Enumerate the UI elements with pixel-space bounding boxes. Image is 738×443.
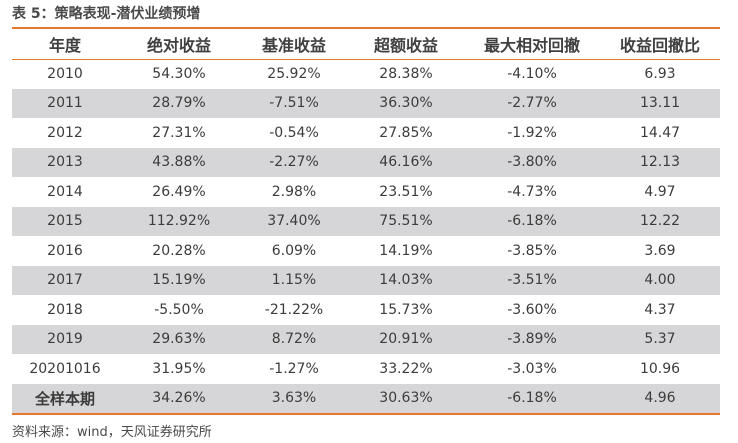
year-cell: 2012 — [47, 124, 83, 141]
benchmark-return-cell: -1.27% — [269, 360, 319, 377]
table-row: 2018 -5.50% -21.22% 15.73% -3.60% 4.37 — [12, 295, 720, 325]
max-relative-drawdown-cell: -1.92% — [507, 124, 557, 141]
table-row: 2014 26.49% 2.98% 23.51% -4.73% 4.97 — [12, 177, 720, 207]
return-drawdown-ratio-cell: 14.47 — [639, 124, 681, 141]
year-cell: 2013 — [12, 147, 118, 177]
absolute-return-cell: 31.95% — [152, 360, 206, 377]
return-drawdown-ratio-cell: 6.93 — [644, 65, 676, 82]
absolute-return-cell: 15.19% — [118, 265, 240, 295]
excess-return-cell: 20.91% — [348, 324, 464, 354]
excess-return-cell: 30.63% — [348, 383, 464, 413]
table-row: 20201016 31.95% -1.27% 33.22% -3.03% 10.96 — [12, 354, 720, 384]
top-rule — [12, 27, 720, 29]
performance-table: 年度 绝对收益 基准收益 超额收益 最大相对回撤 收益回撤比 2010 54.30… — [12, 29, 720, 413]
return-drawdown-ratio-cell: 5.37 — [600, 324, 720, 354]
return-drawdown-ratio-cell: 12.22 — [600, 206, 720, 236]
absolute-return-cell: -5.50% — [154, 301, 204, 318]
excess-return-cell: 75.51% — [348, 206, 464, 236]
year-cell: 2017 — [12, 265, 118, 295]
header-absolute-return: 绝对收益 — [146, 36, 211, 55]
benchmark-return-cell: 25.92% — [267, 65, 321, 82]
table-row: 2012 27.31% -0.54% 27.85% -1.92% 14.47 — [12, 118, 720, 148]
table-body: 2010 54.30% 25.92% 28.38% -4.10% 6.93 2011 28.7… — [12, 59, 720, 413]
return-drawdown-ratio-cell: 4.37 — [644, 301, 676, 318]
return-drawdown-ratio-cell: 4.97 — [644, 183, 676, 200]
max-relative-drawdown-cell: -3.51% — [464, 265, 600, 295]
excess-return-cell: 36.30% — [348, 88, 464, 118]
absolute-return-cell: 26.49% — [152, 183, 206, 200]
header-return-drawdown-ratio: 收益回撤比 — [619, 36, 700, 55]
return-drawdown-ratio-cell: 12.13 — [600, 147, 720, 177]
absolute-return-cell: 34.26% — [118, 383, 240, 413]
header-year: 年度 — [48, 36, 81, 55]
return-drawdown-ratio-cell: 13.11 — [600, 88, 720, 118]
benchmark-return-cell: -2.27% — [240, 147, 348, 177]
excess-return-cell: 46.16% — [348, 147, 464, 177]
benchmark-return-cell: 8.72% — [240, 324, 348, 354]
year-cell: 2019 — [12, 324, 118, 354]
absolute-return-cell: 43.88% — [118, 147, 240, 177]
excess-return-cell: 27.85% — [379, 124, 433, 141]
header-benchmark-return: 基准收益 — [261, 36, 326, 55]
max-relative-drawdown-cell: -3.85% — [507, 242, 557, 259]
absolute-return-cell: 28.79% — [118, 88, 240, 118]
benchmark-return-cell: 3.63% — [240, 383, 348, 413]
return-drawdown-ratio-cell: 4.00 — [600, 265, 720, 295]
return-drawdown-ratio-cell: 4.96 — [600, 383, 720, 413]
benchmark-return-cell: 2.98% — [271, 183, 317, 200]
table-header: 年度 绝对收益 基准收益 超额收益 最大相对回撤 收益回撤比 — [12, 29, 720, 59]
excess-return-cell: 28.38% — [379, 65, 433, 82]
table-row: 2010 54.30% 25.92% 28.38% -4.10% 6.93 — [12, 59, 720, 89]
year-cell: 20201016 — [29, 360, 101, 377]
max-relative-drawdown-cell: -6.18% — [464, 383, 600, 413]
summary-row: 全样本期 34.26% 3.63% 30.63% -6.18% 4.96 — [12, 383, 720, 413]
table-row: 2015 112.92% 37.40% 75.51% -6.18% 12.22 — [12, 206, 720, 236]
max-relative-drawdown-cell: -3.80% — [464, 147, 600, 177]
table-row: 2016 20.28% 6.09% 14.19% -3.85% 3.69 — [12, 236, 720, 266]
max-relative-drawdown-cell: -4.73% — [507, 183, 557, 200]
excess-return-cell: 14.03% — [348, 265, 464, 295]
source-note: 资料来源：wind，天风证券研究所 — [12, 425, 212, 440]
benchmark-return-cell: -7.51% — [240, 88, 348, 118]
header-row: 年度 绝对收益 基准收益 超额收益 最大相对回撤 收益回撤比 — [12, 29, 720, 59]
max-relative-drawdown-cell: -3.89% — [464, 324, 600, 354]
absolute-return-cell: 54.30% — [152, 65, 206, 82]
max-relative-drawdown-cell: -2.77% — [464, 88, 600, 118]
header-divider — [12, 59, 720, 60]
benchmark-return-cell: 37.40% — [240, 206, 348, 236]
absolute-return-cell: 20.28% — [152, 242, 206, 259]
table-row: 2017 15.19% 1.15% 14.03% -3.51% 4.00 — [12, 265, 720, 295]
year-cell: 2011 — [12, 88, 118, 118]
year-cell: 2018 — [47, 301, 83, 318]
year-cell: 全样本期 — [12, 383, 118, 413]
table-title: 表 5：策略表现-潜伏业绩预增 — [12, 6, 201, 22]
absolute-return-cell: 29.63% — [118, 324, 240, 354]
max-relative-drawdown-cell: -4.10% — [507, 65, 557, 82]
year-cell: 2010 — [47, 65, 83, 82]
benchmark-return-cell: -21.22% — [264, 301, 324, 318]
excess-return-cell: 23.51% — [379, 183, 433, 200]
benchmark-return-cell: 6.09% — [271, 242, 317, 259]
return-drawdown-ratio-cell: 10.96 — [639, 360, 681, 377]
max-relative-drawdown-cell: -6.18% — [464, 206, 600, 236]
header-max-relative-drawdown: 最大相对回撤 — [483, 36, 580, 55]
year-cell: 2014 — [47, 183, 83, 200]
benchmark-return-cell: -0.54% — [269, 124, 319, 141]
table-row: 2011 28.79% -7.51% 36.30% -2.77% 13.11 — [12, 88, 720, 118]
table-row: 2019 29.63% 8.72% 20.91% -3.89% 5.37 — [12, 324, 720, 354]
absolute-return-cell: 112.92% — [118, 206, 240, 236]
year-cell: 2016 — [47, 242, 83, 259]
max-relative-drawdown-cell: -3.60% — [507, 301, 557, 318]
header-excess-return: 超额收益 — [373, 36, 438, 55]
excess-return-cell: 14.19% — [379, 242, 433, 259]
excess-return-cell: 33.22% — [379, 360, 433, 377]
table-row: 2013 43.88% -2.27% 46.16% -3.80% 12.13 — [12, 147, 720, 177]
bottom-rule — [12, 413, 720, 415]
benchmark-return-cell: 1.15% — [240, 265, 348, 295]
max-relative-drawdown-cell: -3.03% — [507, 360, 557, 377]
excess-return-cell: 15.73% — [379, 301, 433, 318]
absolute-return-cell: 27.31% — [152, 124, 206, 141]
year-cell: 2015 — [12, 206, 118, 236]
return-drawdown-ratio-cell: 3.69 — [644, 242, 676, 259]
